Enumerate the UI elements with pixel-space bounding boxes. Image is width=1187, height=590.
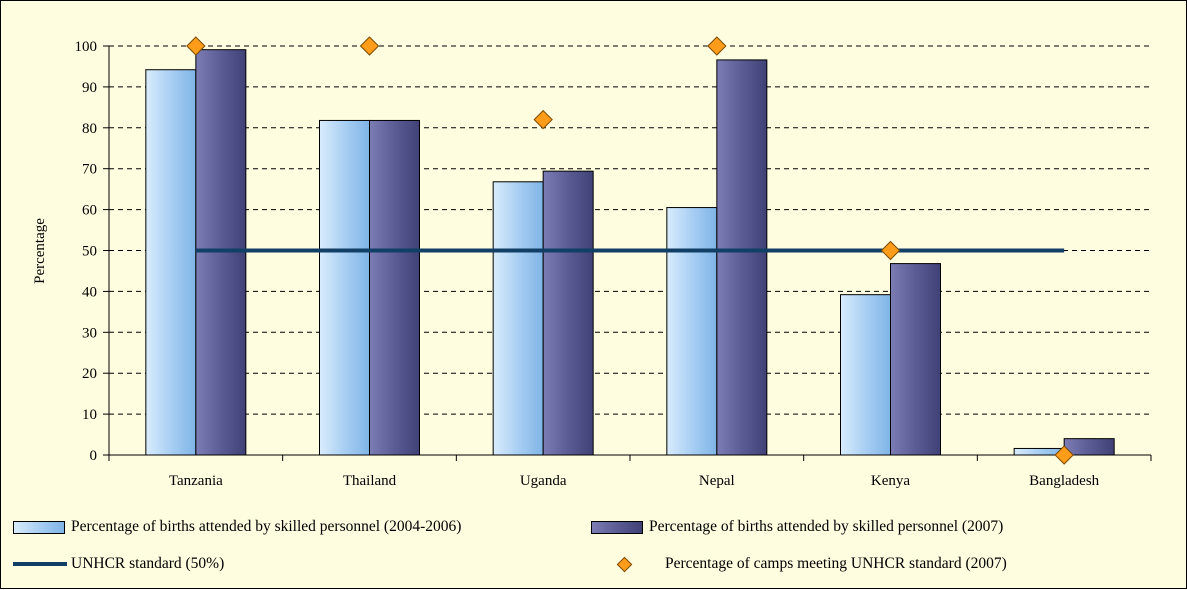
legend-item-camps: Percentage of camps meeting UNHCR standa…: [613, 555, 1007, 573]
x-tick-label: Bangladesh: [1029, 473, 1099, 489]
bar-2004-2006: [666, 207, 718, 456]
y-tick-label: 70: [82, 162, 97, 178]
bar-2007: [1063, 438, 1115, 456]
y-tick-label: 80: [82, 121, 97, 137]
y-axis-title: Percentage: [32, 218, 48, 284]
x-tick-label: Kenya: [871, 473, 910, 489]
bar-2004-2006: [492, 181, 544, 456]
y-tick-label: 10: [82, 407, 97, 423]
x-tick-label: Nepal: [699, 473, 735, 489]
legend-swatch-camps: [613, 556, 635, 572]
bar-2004-2006: [145, 69, 197, 456]
y-tick-label: 60: [82, 203, 97, 219]
camps-marker: [186, 36, 206, 56]
y-tick-label: 0: [90, 448, 98, 464]
bar-2007: [890, 263, 941, 456]
y-tick-label: 30: [82, 325, 97, 341]
bar-2007: [716, 59, 768, 456]
legend-item-2004-2006: Percentage of births attended by skilled…: [13, 518, 461, 536]
gridlines: [109, 45, 1151, 415]
y-tick-label: 50: [82, 244, 97, 260]
y-tick-label: 100: [75, 39, 98, 55]
legend-label-2004-2006: Percentage of births attended by skilled…: [71, 518, 462, 535]
x-tick-label: Uganda: [520, 473, 567, 489]
bar-2004-2006: [319, 119, 370, 456]
legend: Percentage of births attended by skilled…: [13, 513, 1173, 583]
legend-swatch-unhcr-standard: [13, 562, 67, 566]
legend-item-2007: Percentage of births attended by skilled…: [591, 518, 1003, 536]
legend-label-unhcr-standard: UNHCR standard (50%): [71, 555, 225, 572]
y-tick-label: 40: [82, 284, 97, 300]
x-tick-label: Tanzania: [169, 473, 223, 489]
camps-marker: [533, 109, 553, 130]
camps-marker: [359, 36, 380, 56]
legend-item-unhcr-standard: UNHCR standard (50%): [13, 555, 224, 573]
legend-label-camps: Percentage of camps meeting UNHCR standa…: [665, 555, 1007, 572]
camps-marker: [880, 240, 901, 261]
camps-markers: [186, 36, 1074, 465]
y-tick-label: 90: [82, 80, 97, 96]
legend-swatch-2004-2006: [13, 520, 65, 534]
axes: 0 10 20 30 40 50 60 70 80 90 100 Tanzania Thailand Ug…: [75, 39, 1152, 489]
bar-2007: [369, 119, 420, 456]
bar-2007: [542, 170, 594, 456]
diamond-marker-icon: [616, 556, 632, 572]
camps-marker: [707, 36, 727, 56]
bars: [145, 49, 1115, 456]
y-tick-label: 20: [82, 366, 97, 382]
camps-marker: [1054, 445, 1074, 465]
legend-label-2007: Percentage of births attended by skilled…: [649, 518, 1004, 535]
bar-2004-2006: [840, 294, 891, 456]
x-tick-label: Thailand: [343, 473, 397, 489]
legend-swatch-2007: [591, 520, 643, 534]
